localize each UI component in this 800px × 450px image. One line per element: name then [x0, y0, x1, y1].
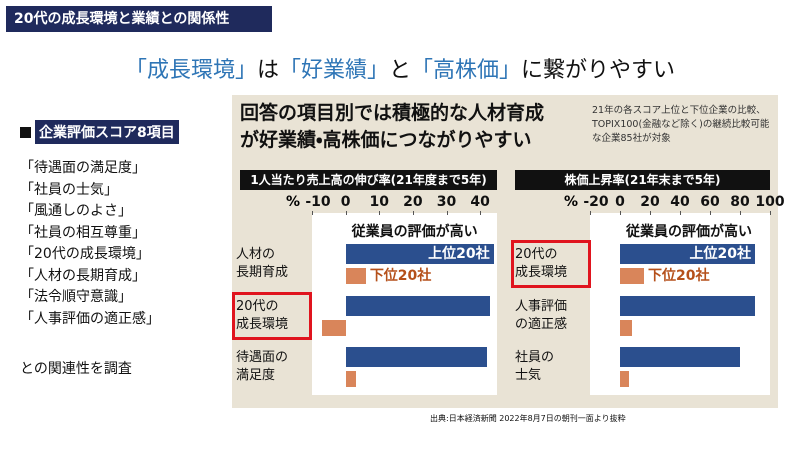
bar [620, 347, 740, 367]
legend-title: 従業員の評価が高い [351, 224, 478, 240]
highlight-box [511, 240, 591, 288]
bar [322, 320, 346, 336]
legend-title: 従業員の評価が高い [626, 224, 752, 240]
sidebar-item: 「社員の相互尊重」 [20, 224, 146, 241]
bar [620, 244, 755, 264]
sidebar-item: 「20代の成長環境」 [20, 246, 150, 262]
sidebar-item: 「待遇面の満足度」 [20, 160, 146, 176]
tick-mark [620, 211, 621, 215]
x-tick-label: -20 [583, 194, 609, 210]
tick-mark [710, 211, 711, 215]
x-tick-label: 10 [369, 194, 390, 210]
tick-mark [446, 211, 448, 215]
source: 出典:日本経済新聞 2022年8月7日の朝刊一面より抜粋 [430, 414, 626, 423]
x-tick-label: 20 [640, 194, 660, 210]
headline-part: と [389, 58, 412, 83]
axis-unit: % [564, 194, 579, 210]
bar [345, 371, 356, 387]
x-tick-label: 40 [470, 194, 490, 210]
headline-part: 「好業績」 [278, 58, 389, 83]
category-label: 人材の 長期育成 [236, 247, 289, 280]
tick-mark [590, 211, 591, 215]
headline-part: は [256, 58, 279, 83]
panel-note: 21年の各スコア上位と下位企業の比較、TOPIX100(金融など除く)の継続比較… [592, 105, 770, 144]
tick-mark [680, 211, 681, 215]
tick-mark [480, 211, 482, 215]
legend-label: 下位20社 [369, 268, 432, 284]
sidebar-list: 「待遇面の満足度」 「社員の士気」 「風通しのよさ」 「社員の相互尊重」 「20代の成長… [20, 158, 160, 330]
x-tick-label: 0 [615, 194, 625, 210]
tick-mark [379, 211, 381, 215]
bar [345, 296, 491, 316]
sidebar-item: 「風通しのよさ」 [20, 203, 132, 219]
highlight-box [232, 292, 312, 340]
chart-header: 株価上昇率(21年末まで5年) [515, 170, 770, 190]
axis-unit: % [286, 194, 301, 210]
category-label: 20代の 成長環境 [236, 299, 289, 332]
x-tick-label: 0 [340, 194, 351, 210]
tick-mark [345, 211, 347, 215]
tick-mark [312, 211, 313, 215]
sidebar-item: 「人事評価の適正感」 [20, 310, 160, 327]
category-label: 社員の 士気 [515, 350, 555, 383]
headline-part: 「成長環境」 [124, 58, 257, 83]
sidebar-item: 「人材の長期育成」 [20, 267, 146, 284]
tick-mark [740, 211, 741, 215]
legend-label: 上位20社 [428, 246, 490, 262]
x-tick-label: 40 [670, 194, 690, 210]
tick-mark [412, 211, 414, 215]
x-tick-label: -10 [305, 194, 331, 210]
bar [345, 347, 487, 367]
legend-label: 上位20社 [689, 246, 751, 262]
sidebar-item: 「社員の士気」 [20, 181, 118, 198]
sidebar-item: 「法令順守意識」 [20, 289, 132, 305]
bar [345, 244, 494, 264]
category-label: 人事評価 の適正感 [515, 299, 568, 332]
tick-mark [650, 211, 651, 215]
x-tick-label: 80 [730, 194, 750, 210]
headline: 「成長環境」は「好業績」と「高株価」に繋がりやすい [0, 52, 800, 84]
x-tick-label: 30 [436, 194, 457, 210]
sidebar-heading: 企業評価スコア8項目 [20, 120, 179, 144]
panel-title-line: が好業績・高株価につながりやすい [240, 129, 532, 151]
x-tick-label: 60 [700, 194, 720, 210]
bar [620, 320, 632, 336]
tick-mark [770, 211, 771, 215]
headline-part: に繋がりやすい [521, 58, 676, 83]
category-label: 待遇面の 満足度 [236, 350, 289, 383]
bar [345, 268, 366, 284]
bar [620, 296, 755, 316]
slide-title: 20代の成長環境と業績との関係性 [6, 6, 272, 32]
sidebar-footer: との関連性を調査 [20, 361, 132, 377]
x-tick-label: 20 [403, 194, 423, 210]
chart-header: 1人当たり売上高の伸び率(21年度まで5年) [240, 170, 497, 190]
headline-part: 「高株価」 [411, 58, 522, 83]
category-label: 20代の 成長環境 [515, 247, 568, 280]
panel-title-line: 回答の項目別では積極的な人材育成 [240, 102, 545, 124]
panel-title: 回答の項目別では積極的な人材育成 が好業績・高株価につながりやすい [240, 100, 544, 154]
bar [620, 268, 644, 284]
bar [620, 371, 629, 387]
x-tick-label: 100 [755, 194, 785, 210]
legend-label: 下位20社 [648, 268, 710, 284]
sidebar-heading-text: 企業評価スコア8項目 [35, 120, 179, 144]
